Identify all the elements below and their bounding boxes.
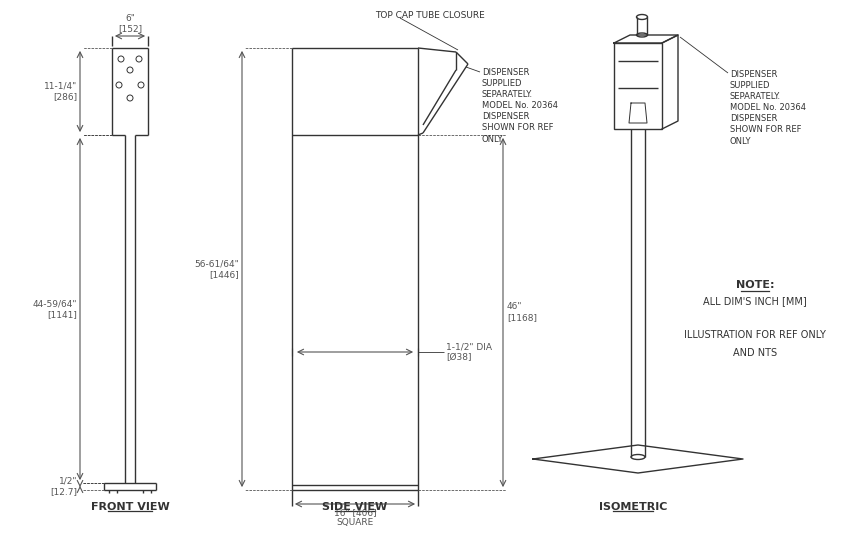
Text: 56-61/64"
[1446]: 56-61/64" [1446] (195, 259, 239, 279)
Text: DISPENSER
SUPPLIED
SEPARATELY.
MODEL No. 20364
DISPENSER
SHOWN FOR REF
ONLY: DISPENSER SUPPLIED SEPARATELY. MODEL No.… (730, 70, 806, 146)
Text: FRONT VIEW: FRONT VIEW (91, 502, 169, 512)
Text: SIDE VIEW: SIDE VIEW (322, 502, 388, 512)
Text: 44-59/64"
[1141]: 44-59/64" [1141] (32, 299, 77, 319)
Text: NOTE:: NOTE: (736, 280, 774, 290)
Text: ISOMETRIC: ISOMETRIC (598, 502, 667, 512)
Ellipse shape (637, 14, 648, 20)
Text: 11-1/4"
[286]: 11-1/4" [286] (43, 81, 77, 101)
Text: 16" [406]
SQUARE: 16" [406] SQUARE (334, 508, 377, 527)
Text: 1-1/2" DIA
[Ø38]: 1-1/2" DIA [Ø38] (446, 342, 492, 362)
Text: 46"
[1168]: 46" [1168] (507, 302, 537, 322)
Text: DISPENSER
SUPPLIED
SEPARATELY.
MODEL No. 20364
DISPENSER
SHOWN FOR REF
ONLY: DISPENSER SUPPLIED SEPARATELY. MODEL No.… (482, 68, 558, 144)
Text: TOP CAP TUBE CLOSURE: TOP CAP TUBE CLOSURE (375, 12, 484, 20)
Text: 1/2"
[12.7]: 1/2" [12.7] (50, 476, 77, 496)
Text: ALL DIM'S INCH [MM]

ILLUSTRATION FOR REF ONLY
AND NTS: ALL DIM'S INCH [MM] ILLUSTRATION FOR REF… (684, 296, 826, 358)
Text: 6"
[152]: 6" [152] (118, 14, 142, 33)
